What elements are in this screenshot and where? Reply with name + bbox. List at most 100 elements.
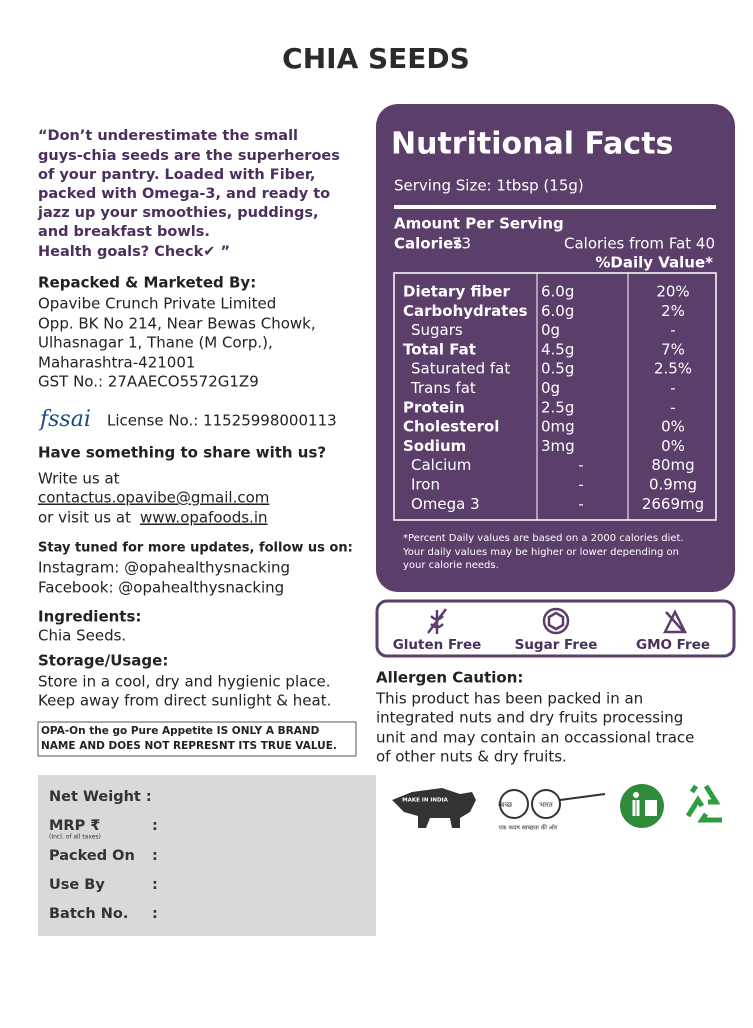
nutrient-name: Trans fat [410, 379, 476, 397]
glasses [531, 789, 561, 819]
bin-logo [632, 800, 640, 816]
license: License No.: 11525998000113 [107, 412, 337, 430]
recycle-logo [685, 784, 722, 823]
heading: Ingredients: [38, 608, 141, 626]
logo-text: स्वच्छ [498, 801, 513, 809]
separator: : [152, 848, 158, 864]
footnote: your calorie needs. [403, 560, 499, 571]
nutrient-dv: 0.9mg [649, 476, 697, 494]
nutrient-name: Protein [403, 398, 465, 416]
website: www.opafoods.in [140, 509, 268, 527]
disclaimer: OPA-On the go Pure Appetite IS ONLY A BR… [41, 725, 320, 737]
heading: Allergen Caution: [376, 669, 523, 687]
nutrient-dv: 20% [656, 283, 689, 301]
nutrient-amount: 0g [541, 379, 560, 397]
nutrient-name: Dietary fiber [403, 283, 510, 301]
nutrient-name: Total Fat [403, 340, 476, 358]
address-line: Maharashtra-421001 [38, 354, 195, 372]
allergen-line: integrated nuts and dry fruits processin… [376, 709, 683, 727]
heading: Repacked & Marketed By: [38, 274, 256, 292]
social-line: Instagram: @opahealthysnacking [38, 559, 290, 577]
nutrition-panel [376, 104, 735, 592]
nutrient-name: Iron [411, 476, 440, 494]
storage-line: Store in a cool, dry and hygienic place. [38, 673, 331, 691]
bin-logo [620, 784, 664, 828]
calories: 73 [452, 235, 471, 253]
footnote: *Percent Daily values are based on a 200… [403, 533, 684, 544]
address-line: Opp. BK No 214, Near Bewas Chowk, [38, 315, 316, 333]
contact-text: or visit us at [38, 509, 131, 527]
amount-heading: Amount Per Serving [394, 215, 564, 233]
separator: : [152, 877, 158, 893]
batch-box [38, 775, 376, 936]
quote-line: of your pantry. Loaded with Fiber, [38, 167, 315, 183]
heading: Have something to share with us? [38, 444, 326, 462]
icon [665, 611, 685, 633]
badge-icons [427, 607, 688, 635]
email: contactus.opavibe@gmail.com [38, 489, 269, 507]
separator: : [152, 906, 158, 922]
bin-logo [645, 800, 657, 816]
badge-label: Gluten Free [393, 637, 482, 653]
separator: : [152, 818, 158, 834]
bin-logo [633, 792, 639, 798]
quote-line: jazz up your smoothies, puddings, [37, 205, 319, 221]
quote-line: “Don’t underestimate the small [38, 128, 298, 144]
quote-line: packed with Omega-3, and ready to [38, 186, 330, 202]
allergen-line: This product has been packed in an [375, 690, 643, 708]
badge-label: GMO Free [636, 637, 710, 653]
address-line: Opavibe Crunch Private Limited [38, 295, 276, 313]
nutrient-dv: - [670, 379, 675, 397]
nutrient-amount: - [578, 476, 583, 494]
nutrient-dv: 7% [661, 340, 685, 358]
storage-line: Keep away from direct sunlight & heat. [38, 692, 331, 710]
nutrient-amount: 0.5g [541, 360, 574, 378]
batch-label: MRP ₹ [49, 818, 100, 834]
nutrient-name: Omega 3 [411, 495, 480, 513]
calories-fat: Calories from Fat 40 [564, 235, 715, 253]
fssai-logo: fssai [38, 407, 91, 432]
mrp-note: (Incl. of all taxes) [49, 834, 101, 841]
footnote: Your daily values may be higher or lower… [402, 547, 679, 558]
address-line: GST No.: 27AAECO5572G1Z9 [38, 373, 259, 391]
social-line: Facebook: @opahealthysnacking [38, 579, 284, 597]
nutrient-amount: - [578, 495, 583, 513]
nutrient-dv: 0% [661, 437, 685, 455]
batch-label: Net Weight : [49, 789, 152, 805]
nutrient-dv: 2.5% [654, 360, 692, 378]
quote-line: and breakfast bowls. [38, 224, 210, 240]
nutrient-amount: 3mg [541, 437, 575, 455]
nutrient-amount: - [578, 456, 583, 474]
batch-label: Use By [49, 877, 105, 893]
quote-line: Health goals? Check✔ ” [38, 244, 230, 260]
nutrition-table [393, 272, 717, 521]
logo-text: MAKE IN INDIA [402, 798, 448, 804]
disclaimer-box [37, 721, 357, 757]
heading: Stay tuned for more updates, follow us o… [38, 541, 353, 556]
nutrient-amount: 0mg [541, 418, 575, 436]
nutrient-name: Sodium [403, 437, 466, 455]
badge-label: Sugar Free [515, 637, 598, 653]
allergen-line: of other nuts & dry fruits. [376, 748, 567, 766]
nutrient-dv: - [670, 398, 675, 416]
daily-value: %Daily Value* [595, 254, 713, 272]
glasses [559, 793, 606, 801]
nutrient-amount: 4.5g [541, 340, 574, 358]
quote-line: guys-chia seeds are the superheroes [38, 148, 340, 164]
nutrient-name: Sugars [411, 321, 463, 339]
icon [427, 608, 447, 634]
nutrient-amount: 2.5g [541, 398, 574, 416]
icon [662, 609, 688, 634]
nutrient-dv: 80mg [651, 456, 694, 474]
disclaimer: NAME AND DOES NOT REPRESNT ITS TRUE VALU… [41, 740, 337, 752]
nutrient-name: Cholesterol [403, 418, 499, 436]
title: CHIA SEEDS [282, 42, 470, 75]
batch-label: Packed On [49, 848, 135, 864]
nutrient-amount: 0g [541, 321, 560, 339]
glasses [499, 789, 529, 819]
lion-logo [392, 788, 476, 828]
serving: Serving Size: 1tbsp (15g) [394, 177, 584, 195]
batch-label: Batch No. [49, 906, 128, 922]
nutrient-dv: 2% [661, 302, 685, 320]
